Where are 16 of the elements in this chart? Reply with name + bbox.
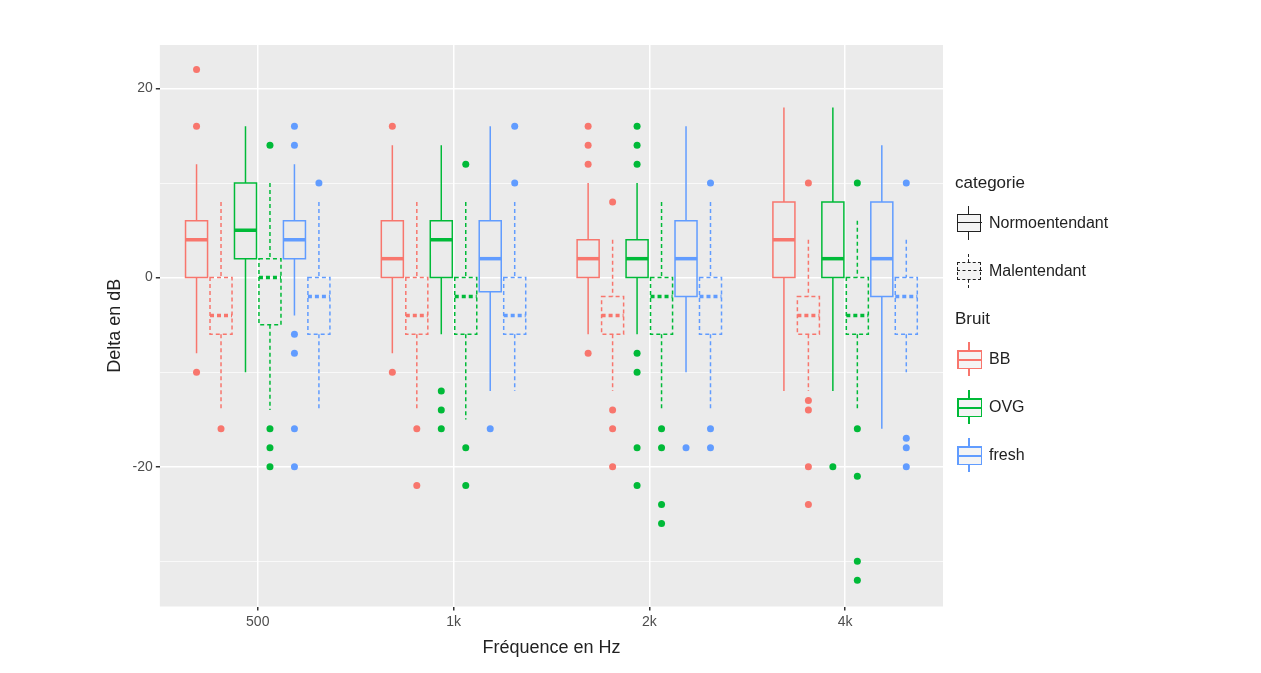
legend-title: Bruit xyxy=(955,309,991,329)
y-tick-label: -20 xyxy=(132,457,154,474)
legend-label: BB xyxy=(989,350,1011,368)
legend-label: fresh xyxy=(989,446,1025,464)
x-tick-label: 4k xyxy=(837,612,854,629)
legend-label: OVG xyxy=(989,398,1025,416)
x-tick-label: 500 xyxy=(246,612,270,629)
x-axis-title: Fréquence en Hz xyxy=(482,637,621,658)
y-tick-label: 0 xyxy=(145,268,154,285)
text: Malentendant xyxy=(989,262,1086,280)
x-tick-label: 2k xyxy=(641,612,658,629)
text: categorie xyxy=(955,173,1026,193)
x-tick-label: 1k xyxy=(446,612,462,629)
text: Normoentendant xyxy=(989,214,1109,232)
y-tick-label: 20 xyxy=(137,79,154,96)
y-axis-title: Delta en dB xyxy=(103,278,124,373)
